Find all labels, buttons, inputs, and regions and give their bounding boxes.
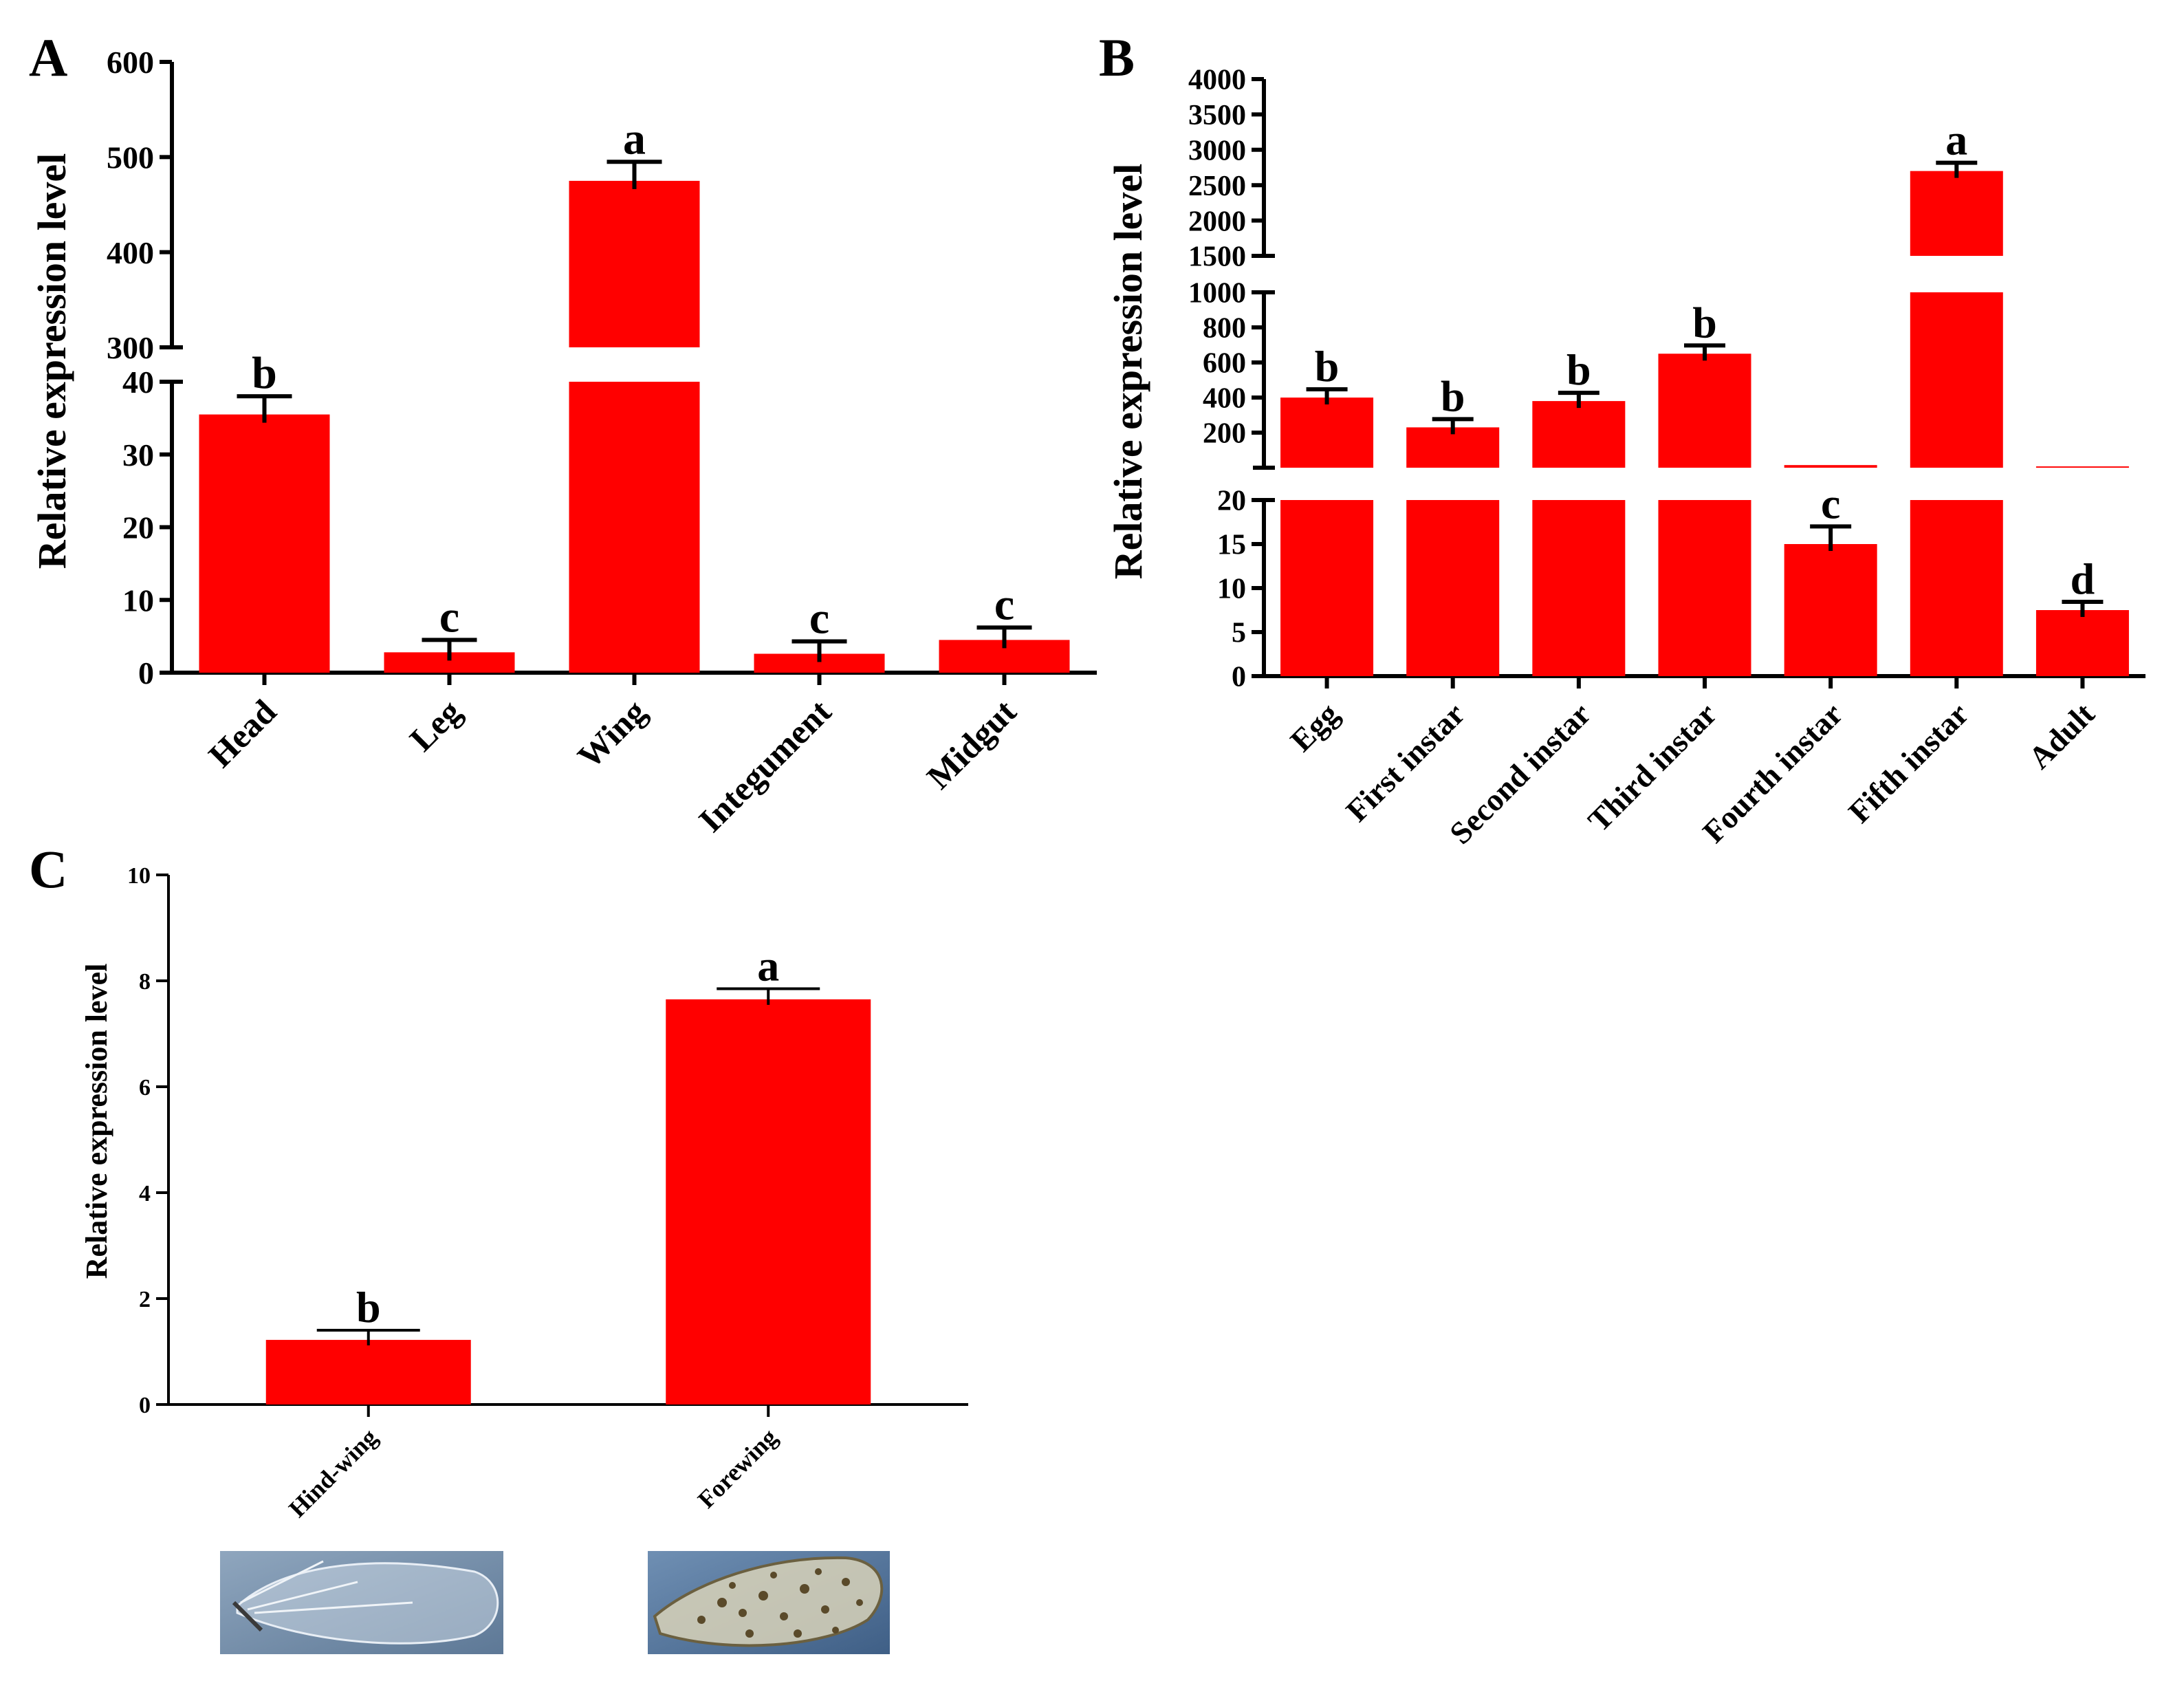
bar <box>199 414 330 673</box>
bar-wing <box>569 180 700 673</box>
bar <box>666 999 871 1405</box>
y-tick-label: 2 <box>139 1287 151 1312</box>
bar-first-instar <box>1406 427 1500 676</box>
y-tick-label: 3000 <box>1188 135 1246 167</box>
y-tick-label: 10 <box>122 583 154 618</box>
y-tick-label: 6 <box>139 1075 151 1100</box>
panel-label-a: A <box>29 28 67 87</box>
bar <box>2035 610 2129 676</box>
bar-head <box>199 414 330 673</box>
bar <box>1784 465 1877 468</box>
hind-wing-photo <box>220 1551 503 1654</box>
y-tick-label: 1500 <box>1188 241 1246 273</box>
y-tick-label: 500 <box>107 140 154 175</box>
bar <box>1532 401 1626 468</box>
y-tick-label: 40 <box>122 365 154 400</box>
bar-adult <box>2035 466 2129 676</box>
y-tick-label: 200 <box>1203 418 1246 450</box>
bar <box>1910 500 2003 676</box>
x-tick-label: First instar <box>1339 696 1471 828</box>
bar-forewing <box>666 999 871 1405</box>
y-tick-label: 10 <box>127 863 151 889</box>
significance-letter: b <box>1441 371 1465 420</box>
y-tick-label: 2000 <box>1188 206 1246 237</box>
significance-letter: a <box>1945 116 1967 164</box>
bar-fourth-instar <box>1784 465 1877 676</box>
x-tick-label: Forewing <box>692 1423 783 1513</box>
significance-letter: c <box>809 594 829 644</box>
bar-fifth-instar <box>1910 171 2003 676</box>
y-tick-label: 300 <box>107 330 154 365</box>
y-tick-label: 0 <box>139 1393 151 1418</box>
y-tick-label: 600 <box>107 45 154 80</box>
significance-letter: c <box>994 579 1014 629</box>
y-tick-label: 15 <box>1217 530 1246 561</box>
x-tick-label: Third instar <box>1581 696 1723 838</box>
x-tick-label: Integument <box>691 692 839 840</box>
panel-a-y-label: Relative expression level <box>30 153 74 570</box>
y-tick-label: 30 <box>122 437 154 473</box>
bar <box>1784 544 1877 676</box>
bar <box>1280 398 1374 468</box>
forewing-photo <box>648 1551 890 1654</box>
x-tick-label: Adult <box>2022 696 2101 776</box>
bar <box>1280 500 1374 676</box>
bar <box>569 382 700 673</box>
bar-second-instar <box>1532 401 1626 676</box>
bar <box>1910 292 2003 468</box>
y-tick-label: 800 <box>1203 313 1246 345</box>
bar <box>265 1340 471 1405</box>
y-tick-label: 600 <box>1203 348 1246 380</box>
bar <box>1406 500 1500 676</box>
panel-label-c: C <box>29 839 67 899</box>
significance-letter: c <box>1821 479 1840 528</box>
x-tick-label: Fifth instar <box>1842 696 1975 829</box>
bar <box>1658 354 1751 468</box>
x-tick-label: Egg <box>1283 696 1345 758</box>
bar <box>1658 500 1751 676</box>
significance-letter: c <box>439 592 459 642</box>
bar-hind-wing <box>265 1340 471 1405</box>
significance-letter: a <box>757 942 779 990</box>
y-tick-label: 0 <box>138 655 154 691</box>
bar <box>1532 500 1626 676</box>
y-tick-label: 4000 <box>1188 65 1246 96</box>
y-tick-label: 10 <box>1217 574 1246 605</box>
panel-label-b: B <box>1099 28 1135 87</box>
y-tick-label: 2500 <box>1188 171 1246 202</box>
y-tick-label: 20 <box>1217 486 1246 517</box>
x-tick-label: Hind-wing <box>283 1423 382 1522</box>
bar-egg <box>1280 398 1374 676</box>
y-tick-label: 3500 <box>1188 100 1246 131</box>
y-tick-label: 8 <box>139 969 151 995</box>
y-tick-label: 400 <box>1203 383 1246 415</box>
bar <box>569 180 700 347</box>
significance-letter: b <box>1566 345 1591 394</box>
x-tick-label: Wing <box>570 692 653 775</box>
panel-c-y-label: Relative expression level <box>80 964 113 1279</box>
panel-b-y-label: Relative expression level <box>1106 164 1150 580</box>
bar <box>1910 171 2003 256</box>
y-tick-label: 4 <box>139 1181 151 1206</box>
x-tick-label: Midgut <box>919 692 1024 796</box>
y-tick-label: 20 <box>122 510 154 545</box>
significance-letter: b <box>356 1283 381 1332</box>
y-tick-label: 1000 <box>1188 278 1246 310</box>
significance-letter: b <box>252 348 277 398</box>
bar <box>2035 466 2129 468</box>
significance-letter: b <box>1692 298 1717 347</box>
bar-third-instar <box>1658 354 1751 676</box>
y-tick-label: 400 <box>107 235 154 270</box>
x-tick-label: Leg <box>402 692 469 759</box>
significance-letter: b <box>1315 342 1340 391</box>
panel-c-chart: 0 2 4 6 8 10 b Hind-wing a Forewing <box>127 863 968 1523</box>
significance-letter: d <box>2071 554 2095 603</box>
x-tick-label: Head <box>201 692 283 774</box>
y-tick-label: 0 <box>1232 662 1246 693</box>
y-tick-label: 5 <box>1232 618 1246 649</box>
significance-letter: a <box>623 113 646 164</box>
